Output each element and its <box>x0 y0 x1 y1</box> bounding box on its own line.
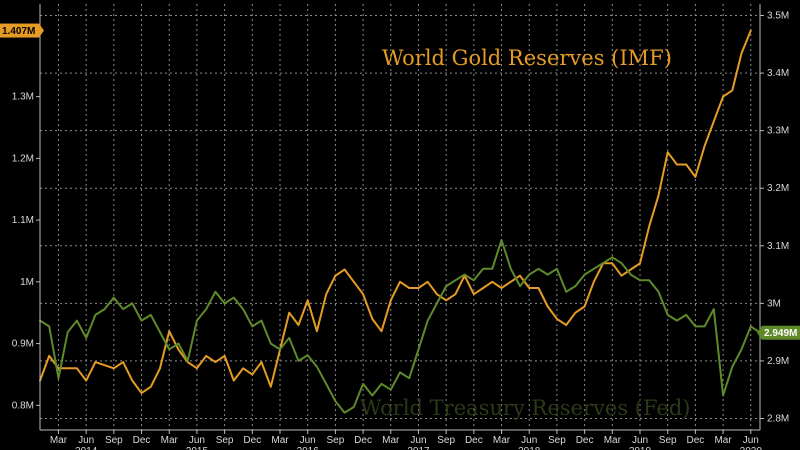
right-axis: 2.8M 2.9M 3M 3.1M 3.2M 3.3M 3.4M 3.5M <box>759 4 789 430</box>
x-tick-label: Sep <box>548 435 566 446</box>
treasury-badge-pointer <box>757 325 762 340</box>
x-tick-label: Dec <box>465 435 483 446</box>
x-year-label: 2019 <box>629 446 652 450</box>
x-year-label: 2017 <box>407 446 430 450</box>
x-tick-label: Sep <box>326 435 344 446</box>
left-axis: 0.8M 0.9M 1M 1.1M 1.2M 1.3M <box>12 4 41 430</box>
gold-last-value-badge <box>0 23 39 38</box>
treasury-last-value-label: 2.949M <box>764 328 797 339</box>
left-tick-label: 1.3M <box>12 92 34 103</box>
x-year-label: 2014 <box>75 446 98 450</box>
gold-reserves-line <box>39 29 752 394</box>
x-tick-label: Jun <box>189 435 205 446</box>
x-tick-label: Jun <box>632 435 648 446</box>
right-tick-label: 2.8M <box>767 413 789 424</box>
x-tick-label: Sep <box>216 435 234 446</box>
left-tick-label: 1.1M <box>12 215 34 226</box>
x-tick-label: Sep <box>437 435 455 446</box>
x-tick-label: Jun <box>410 435 426 446</box>
x-year-label: 2018 <box>518 446 541 450</box>
right-tick-label: 3.1M <box>767 241 789 252</box>
left-tick-label: 1.2M <box>12 153 34 164</box>
x-tick-label: Jun <box>300 435 316 446</box>
x-tick-label: Mar <box>382 435 400 446</box>
x-tick-label: Mar <box>161 435 179 446</box>
x-tick-label: Jun <box>78 435 94 446</box>
x-year-label: 2015 <box>186 446 209 450</box>
right-tick-label: 3.2M <box>767 183 789 194</box>
x-tick-label: Mar <box>493 435 511 446</box>
last-value-badges: 1.407M 2.949M <box>0 23 800 340</box>
x-tick-label: Mar <box>714 435 732 446</box>
x-tick-label: Mar <box>50 435 68 446</box>
treasury-reserves-line <box>39 239 761 414</box>
treasury-series-label: World Treasury Reserves (Fed) <box>360 396 690 420</box>
x-tick-label: Dec <box>243 435 261 446</box>
left-tick-label: 0.8M <box>12 400 34 411</box>
gold-last-value-label: 1.407M <box>2 26 35 37</box>
x-tick-label: Jun <box>521 435 537 446</box>
x-tick-label: Sep <box>105 435 123 446</box>
x-tick-label: Mar <box>604 435 622 446</box>
x-tick-label: Dec <box>686 435 704 446</box>
right-tick-label: 3M <box>767 298 781 309</box>
x-axis: Mar Jun Sep Dec Mar Jun Sep Dec Mar Jun Sep Dec Mar J… <box>40 429 763 450</box>
x-tick-label: Dec <box>354 435 372 446</box>
grid <box>40 4 760 430</box>
right-tick-label: 2.9M <box>767 356 789 367</box>
x-tick-label: Jun <box>743 435 759 446</box>
right-tick-label: 3.4M <box>767 68 789 79</box>
gold-badge-pointer <box>39 23 44 38</box>
x-year-label: 2016 <box>297 446 320 450</box>
x-year-label: 2020 <box>740 446 763 450</box>
left-tick-label: 0.9M <box>12 339 34 350</box>
x-tick-label: Mar <box>271 435 289 446</box>
series-layer <box>39 29 761 414</box>
x-tick-label: Sep <box>659 435 677 446</box>
right-tick-label: 3.5M <box>767 11 789 22</box>
treasury-last-value-badge <box>762 325 800 340</box>
left-tick-label: 1M <box>20 277 34 288</box>
gold-series-label: World Gold Reserves (IMF) <box>382 46 672 70</box>
x-tick-label: Dec <box>133 435 151 446</box>
x-tick-label: Dec <box>576 435 594 446</box>
right-tick-label: 3.3M <box>767 126 789 137</box>
